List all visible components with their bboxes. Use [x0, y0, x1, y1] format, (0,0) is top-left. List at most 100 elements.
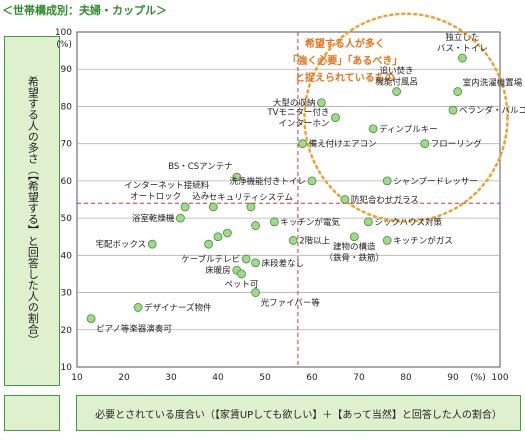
- data-point: [316, 98, 326, 108]
- x-tick-label: 60: [306, 373, 318, 383]
- x-tick-label: 70: [353, 373, 365, 383]
- y-axis-label-box: 希望する人の多さ（【希望する】と回答した人の割合）: [4, 36, 60, 386]
- data-point: [307, 176, 317, 186]
- data-point-label-line: シックハウス対策: [374, 217, 442, 228]
- data-point-label-line: TVモニター付き: [266, 107, 329, 118]
- x-tick-label: 100: [491, 373, 508, 383]
- plot-frame: [76, 31, 501, 368]
- y-tick-label: 10: [61, 363, 73, 373]
- y-tick-label: 80: [61, 102, 73, 112]
- data-point-label-line: ディンプルキー: [379, 124, 438, 135]
- data-point-label-line: 床段差なし: [262, 258, 305, 269]
- highlight-circle: [303, 12, 509, 223]
- data-point: [331, 113, 340, 123]
- data-point-label: ベランダ・バルコニー: [459, 105, 525, 116]
- data-point-label: ピアノ等楽器演奏可: [96, 324, 172, 335]
- data-point-label: デザイナーズ物件: [144, 302, 212, 313]
- data-point: [340, 195, 350, 204]
- data-point-label-line: フローリング: [431, 139, 483, 150]
- y-tick-label: 70: [61, 140, 73, 150]
- annotation-line: 希望する人が多く: [304, 37, 385, 50]
- annotation-line: 「強く必要」「あるべき」: [287, 54, 402, 67]
- data-point-label-line: 大型の収納: [273, 98, 316, 109]
- y-tick-label: 20: [61, 326, 73, 336]
- data-point-label: 浴室乾燥機: [132, 213, 175, 224]
- x-tick-label: 50: [259, 373, 271, 383]
- data-point-label: 防犯合わせガラス: [351, 195, 419, 206]
- data-point-label: オートロック: [130, 192, 181, 202]
- data-point-label-line: 洗浄機能付きトイレ: [229, 176, 306, 187]
- data-point-label: フローリング: [431, 139, 483, 150]
- data-point: [133, 303, 143, 312]
- data-point: [251, 258, 261, 268]
- data-point: [232, 172, 242, 182]
- data-point: [368, 124, 378, 134]
- x-tick-label: 30: [165, 373, 177, 383]
- x-axis-label-box: 必要とされている度合い（【家賃UPしても欲しい】＋【あって当然】と回答した人の割…: [76, 395, 521, 431]
- data-point-label-line: セキュリティシステム: [209, 193, 293, 203]
- data-point-label-line: ケーブルテレビ: [181, 254, 240, 265]
- data-point-label-line: シャンプードレッサー: [393, 177, 478, 187]
- data-point: [349, 232, 359, 242]
- data-point: [251, 221, 261, 230]
- data-point-label-line: バス・トイレ: [437, 44, 488, 54]
- data-point: [363, 217, 373, 227]
- x-tick-label: 80: [400, 373, 412, 383]
- data-point-label: セキュリティシステム: [209, 193, 293, 203]
- y-tick-label: 60: [61, 177, 73, 187]
- data-point: [448, 105, 458, 115]
- data-point-label: ディンプルキー: [379, 124, 438, 135]
- data-point: [269, 217, 279, 227]
- data-point-label: 洗浄機能付きトイレ: [229, 176, 306, 187]
- data-point-label-line: 独立した: [445, 32, 479, 43]
- data-point-label: ペット可: [224, 280, 259, 290]
- data-point-label-line: 光ファイバー等: [261, 298, 321, 309]
- data-point: [453, 87, 463, 96]
- data-point-label-line: キッチンがガス: [393, 235, 453, 246]
- data-point: [382, 176, 392, 186]
- data-point-label: 宅配ボックス: [95, 239, 146, 250]
- y-tick-label: 90: [61, 65, 73, 75]
- data-point-label: BS・CSアンテナ: [168, 162, 233, 172]
- data-point-label: キッチンが電気: [280, 217, 340, 228]
- x-tick-label: 90: [447, 373, 459, 383]
- chart-header: ＜世帯構成別：夫婦・カップル＞: [2, 4, 167, 17]
- data-point: [237, 269, 246, 279]
- data-point: [175, 213, 185, 223]
- data-point: [457, 53, 467, 63]
- data-point-label-line: オートロック: [130, 192, 181, 202]
- data-point-label-line: 建物の構造: [333, 242, 376, 253]
- x-tick-label: 20: [118, 373, 130, 383]
- data-point-label-line: 2階以上: [299, 235, 330, 246]
- data-point: [246, 202, 256, 212]
- data-point-label: インターネット接続料込み: [124, 180, 210, 202]
- data-point-label-line: 浴室乾燥機: [132, 213, 175, 224]
- data-point-label: 備え付けエアコン: [309, 139, 377, 150]
- y-tick-label: 100: [55, 28, 72, 38]
- data-point-label-line: （鉄骨・鉄筋）: [325, 253, 385, 264]
- data-point: [222, 228, 232, 238]
- data-point-label: シャンプードレッサー: [393, 177, 478, 187]
- data-point-label: 独立したバス・トイレ: [437, 32, 488, 54]
- data-point-label-line: ベランダ・バルコニー: [459, 105, 525, 116]
- data-point-label-line: 機能付風呂: [375, 77, 418, 88]
- data-point: [288, 236, 298, 245]
- data-point-label-line: 床暖房: [205, 265, 231, 276]
- data-point: [86, 314, 96, 324]
- data-point: [241, 254, 251, 264]
- corner-box: [4, 395, 60, 431]
- y-tick-label: 40: [61, 251, 73, 261]
- data-point-label: 床暖房: [205, 265, 231, 276]
- data-point: [147, 239, 157, 249]
- data-point-label: シックハウス対策: [374, 217, 442, 228]
- data-point-label: 大型の収納: [273, 98, 316, 109]
- y-axis-label: 希望する人の多さ（【希望する】と回答した人の割合）: [26, 76, 40, 346]
- data-point-label: 2階以上: [299, 235, 330, 246]
- x-axis-label: 必要とされている度合い（【家賃UPしても欲しい】＋【あって当然】と回答した人の割…: [95, 409, 502, 421]
- data-point-label: 光ファイバー等: [261, 298, 321, 309]
- data-point: [251, 288, 261, 297]
- data-point-label-line: デザイナーズ物件: [144, 302, 212, 313]
- y-tick-label: 30: [61, 289, 73, 299]
- data-point-label-line: キッチンが電気: [280, 217, 340, 228]
- scatter-chart: 10 20 30 40 50 60 70 80 90 100 10 20 30 40 50 60 70 80 90 1…: [55, 12, 525, 383]
